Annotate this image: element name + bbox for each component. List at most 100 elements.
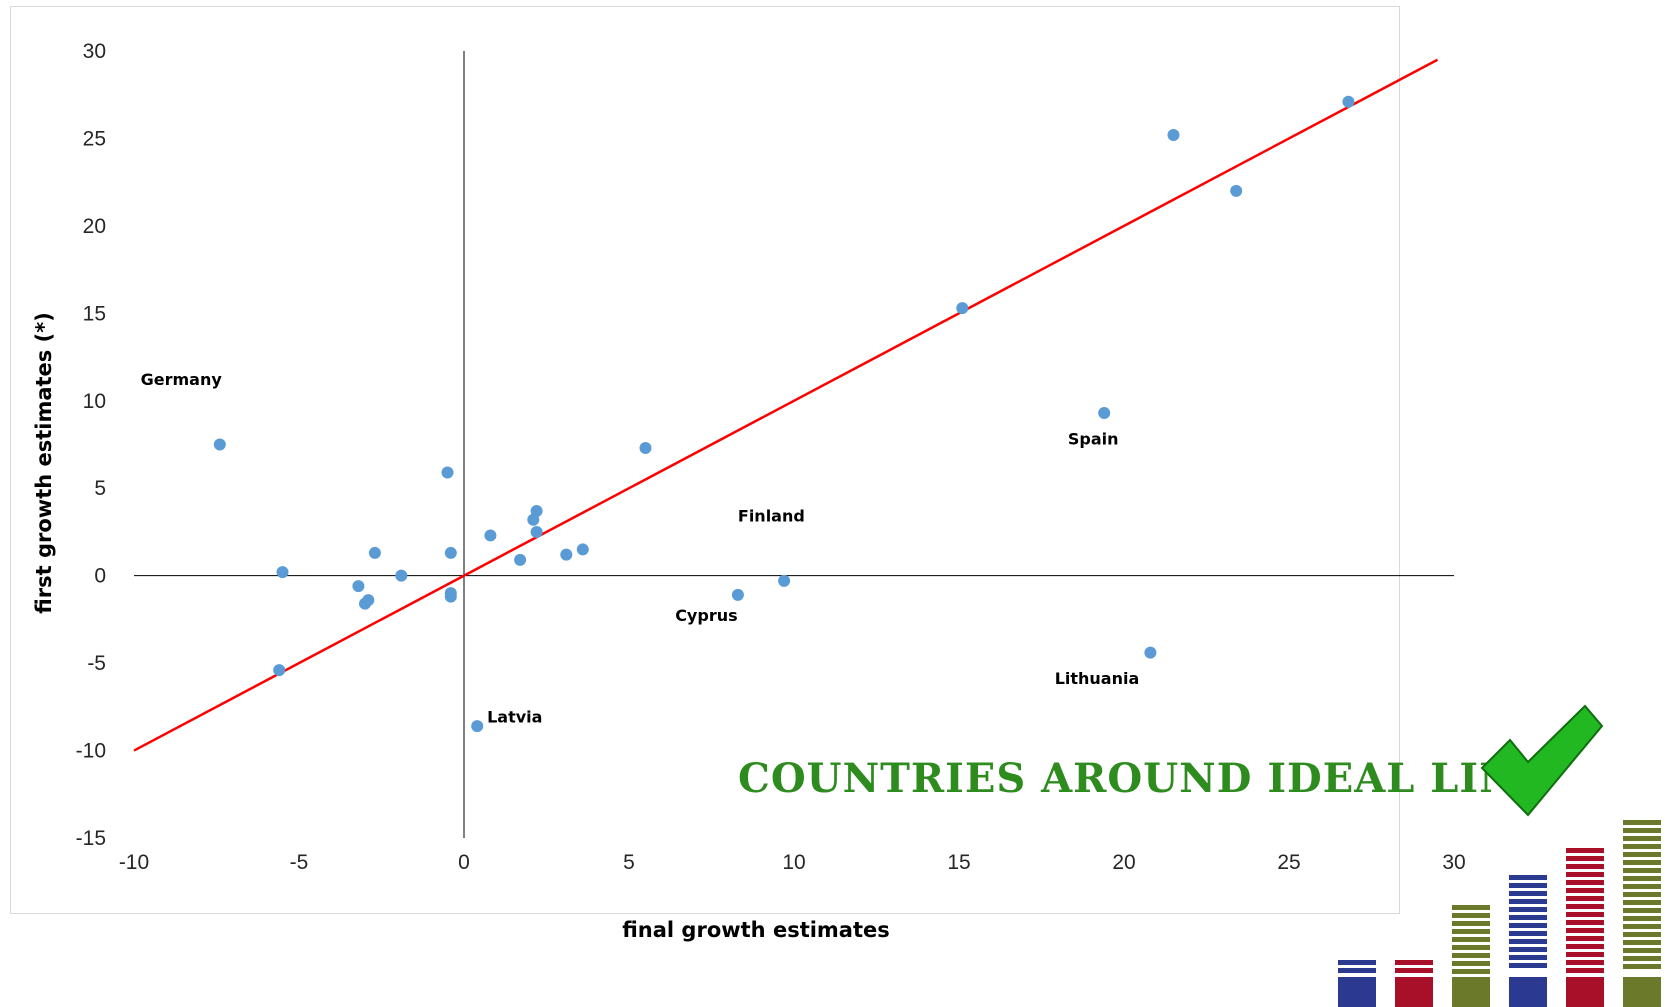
chart-frame bbox=[10, 6, 1400, 914]
data-point bbox=[273, 664, 286, 677]
x-tick-label: 10 bbox=[782, 851, 805, 874]
logo-bar-stripe bbox=[1395, 960, 1433, 965]
data-point bbox=[1230, 184, 1243, 197]
logo-bars bbox=[1338, 820, 1661, 1007]
data-point bbox=[1342, 95, 1355, 108]
x-tick-label: -10 bbox=[119, 851, 149, 874]
logo-bar-stripe bbox=[1566, 904, 1604, 909]
logo-bar-stripe bbox=[1452, 961, 1490, 966]
x-axis-title: final growth estimates bbox=[622, 918, 890, 942]
logo-bar-stripe bbox=[1509, 923, 1547, 928]
logo-bar-stripe bbox=[1623, 892, 1661, 897]
logo-bar-base bbox=[1338, 977, 1376, 1007]
logo-bar bbox=[1509, 875, 1547, 1007]
x-tick-label: 15 bbox=[947, 851, 970, 874]
data-point bbox=[441, 466, 454, 479]
logo-bar-stripe bbox=[1509, 939, 1547, 944]
logo-bar-stripe bbox=[1338, 968, 1376, 973]
ideal-line-layer bbox=[133, 58, 1439, 752]
data-point bbox=[560, 548, 573, 561]
x-tick-label: 30 bbox=[1442, 851, 1465, 874]
logo-bar-stripe bbox=[1623, 836, 1661, 841]
logo-bar bbox=[1452, 905, 1490, 1007]
stamp-text: COUNTRIES AROUND IDEAL LINE bbox=[738, 755, 1548, 802]
country-label: Latvia bbox=[487, 708, 542, 727]
logo-bar-stripe bbox=[1566, 848, 1604, 853]
logo-bar-stripe bbox=[1566, 888, 1604, 893]
logo-bar-stripe bbox=[1452, 969, 1490, 974]
y-tick-label: 25 bbox=[83, 127, 106, 150]
logo-bar-stripe bbox=[1509, 891, 1547, 896]
logo-bar-stripe bbox=[1509, 947, 1547, 952]
data-point bbox=[956, 302, 969, 315]
country-label: Cyprus bbox=[675, 606, 737, 625]
logo-bar-stripe bbox=[1623, 924, 1661, 929]
data-point bbox=[1144, 646, 1157, 659]
data-point bbox=[530, 504, 543, 517]
logo-bar-stripe bbox=[1623, 900, 1661, 905]
country-label: Finland bbox=[738, 506, 805, 525]
logo-bar bbox=[1338, 960, 1376, 1007]
y-tick-label: 10 bbox=[83, 390, 106, 413]
y-axis-title: first growth estimates (*) bbox=[32, 312, 56, 614]
logo-bar-base bbox=[1509, 977, 1547, 1007]
data-point bbox=[359, 597, 371, 610]
country-label: Germany bbox=[141, 370, 223, 389]
logo-bar-stripe bbox=[1566, 864, 1604, 869]
logo-bar-stripe bbox=[1566, 872, 1604, 877]
country-label: Lithuania bbox=[1055, 669, 1140, 688]
data-point bbox=[213, 438, 226, 451]
logo-bar-stripe bbox=[1623, 932, 1661, 937]
data-point bbox=[276, 566, 289, 579]
logo-bar-stripe bbox=[1452, 929, 1490, 934]
logo-bar bbox=[1395, 960, 1433, 1007]
logo-bar-stripe bbox=[1509, 955, 1547, 960]
logo-bar-stripe bbox=[1566, 920, 1604, 925]
x-tick-label: 0 bbox=[458, 851, 470, 874]
logo-bar-stripe bbox=[1509, 907, 1547, 912]
logo-bar-stripe bbox=[1623, 844, 1661, 849]
data-point bbox=[639, 441, 652, 454]
y-tick-label: -10 bbox=[76, 740, 106, 763]
stamp-overlay: COUNTRIES AROUND IDEAL LINE bbox=[738, 704, 1604, 817]
data-point bbox=[471, 720, 484, 733]
data-point bbox=[395, 569, 408, 582]
logo-bar-stripe bbox=[1452, 905, 1490, 910]
logo-bar-base bbox=[1452, 977, 1490, 1007]
logo-bar-stripe bbox=[1623, 956, 1661, 961]
x-tick-label: 5 bbox=[623, 851, 635, 874]
logo-bar-stripe bbox=[1509, 875, 1547, 880]
x-tick-label: -5 bbox=[290, 851, 309, 874]
logo-bar-stripe bbox=[1509, 931, 1547, 936]
logo-bar-stripe bbox=[1623, 828, 1661, 833]
logo-bar-stripe bbox=[1509, 883, 1547, 888]
x-tick-label: 25 bbox=[1277, 851, 1300, 874]
ideal-line bbox=[133, 58, 1439, 752]
data-point bbox=[576, 543, 589, 556]
logo-bar-stripe bbox=[1566, 968, 1604, 973]
logo-bar bbox=[1623, 820, 1661, 1007]
logo-bar bbox=[1566, 848, 1604, 1007]
data-point bbox=[778, 574, 791, 587]
data-point bbox=[514, 553, 527, 566]
logo-bar-stripe bbox=[1509, 963, 1547, 968]
logo-bar-stripe bbox=[1623, 876, 1661, 881]
data-point bbox=[444, 590, 457, 603]
logo-bar-stripe bbox=[1623, 868, 1661, 873]
data-point bbox=[731, 588, 744, 601]
logo-bar-stripe bbox=[1566, 896, 1604, 901]
logo-bar-stripe bbox=[1566, 856, 1604, 861]
logo-bar-stripe bbox=[1509, 915, 1547, 920]
logo-bar-stripe bbox=[1623, 964, 1661, 969]
logo-bar-stripe bbox=[1623, 916, 1661, 921]
y-tick-label: -5 bbox=[87, 652, 106, 675]
logo-bar-stripe bbox=[1623, 948, 1661, 953]
data-point bbox=[368, 546, 381, 559]
logo-bar-stripe bbox=[1566, 936, 1604, 941]
checkmark-icon bbox=[1480, 704, 1604, 817]
logo-bar-stripe bbox=[1566, 960, 1604, 965]
x-tick-label: 20 bbox=[1112, 851, 1135, 874]
logo-bar-stripe bbox=[1452, 921, 1490, 926]
logo-bar-stripe bbox=[1566, 912, 1604, 917]
